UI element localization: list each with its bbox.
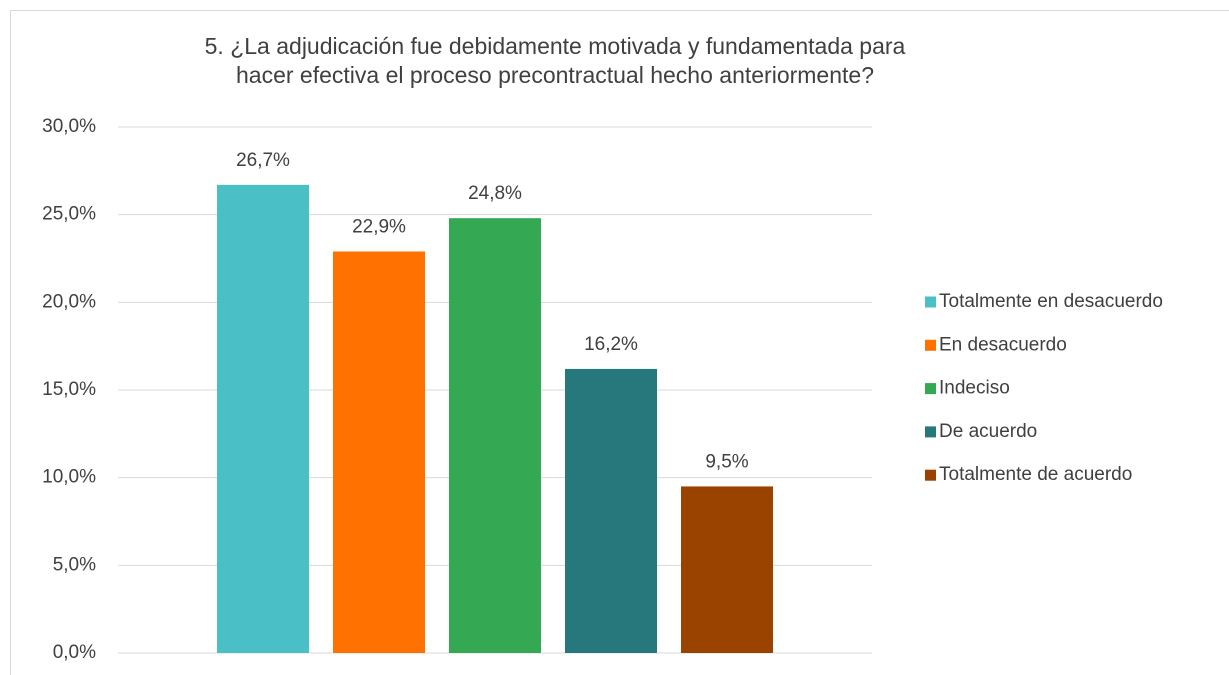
- y-tick-label: 15,0%: [42, 379, 96, 400]
- chart-title: 5. ¿La adjudicación fue debidamente moti…: [204, 33, 906, 88]
- bar: [217, 184, 309, 654]
- y-tick-label: 20,0%: [42, 291, 96, 312]
- legend-label: Totalmente en desacuerdo: [939, 291, 1163, 312]
- y-tick-label: 0,0%: [53, 642, 96, 663]
- data-label: 9,5%: [705, 451, 748, 472]
- legend-swatch: [925, 426, 936, 438]
- legend-swatch: [925, 469, 936, 481]
- data-label: 26,7%: [236, 150, 290, 171]
- legend-swatch: [925, 339, 936, 351]
- bar: [449, 218, 541, 653]
- legend-label: Totalmente de acuerdo: [939, 464, 1132, 485]
- bar: [681, 486, 773, 653]
- legend-label: Indeciso: [939, 378, 1010, 399]
- y-tick-label: 10,0%: [42, 467, 96, 488]
- legend-label: De acuerdo: [939, 421, 1037, 442]
- data-label: 24,8%: [468, 183, 522, 204]
- y-tick-label: 30,0%: [42, 116, 96, 137]
- legend-swatch: [925, 383, 936, 395]
- legend-label: En desacuerdo: [939, 334, 1067, 355]
- data-label: 22,9%: [352, 217, 406, 238]
- legend-swatch: [925, 296, 936, 308]
- chart-border: [10, 10, 1229, 675]
- bar: [565, 368, 657, 653]
- y-tick-label: 25,0%: [42, 204, 96, 225]
- y-tick-label: 5,0%: [53, 554, 96, 575]
- data-label: 16,2%: [584, 334, 638, 355]
- bar: [333, 251, 425, 653]
